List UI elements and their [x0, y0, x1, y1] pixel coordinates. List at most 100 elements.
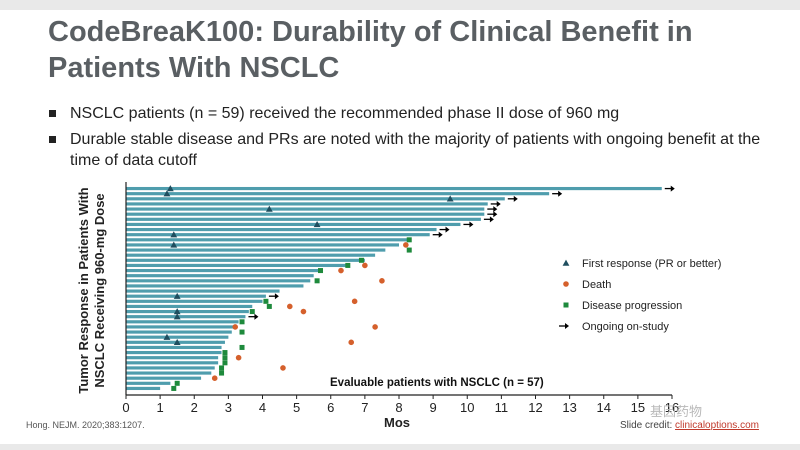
first-response-marker: [173, 313, 181, 320]
legend-progression-icon: [563, 302, 569, 308]
patient-bar: [126, 253, 376, 257]
credit-label: Slide credit:: [620, 420, 673, 431]
credit-link[interactable]: clinicaloptions.com: [675, 420, 759, 431]
progression-marker: [222, 360, 228, 366]
patient-bar: [126, 315, 246, 319]
progression-marker: [345, 262, 351, 268]
progression-marker: [358, 257, 364, 263]
ongoing-arrow: [268, 293, 279, 300]
progression-marker: [239, 319, 245, 325]
patient-bar: [126, 197, 505, 201]
ongoing-arrow: [463, 221, 474, 228]
progression-marker: [318, 268, 324, 274]
death-marker: [338, 267, 344, 274]
ongoing-arrow: [664, 185, 675, 192]
y-axis-label: NSCLC Receiving 960-mg Dose: [92, 193, 107, 387]
x-tick-label: 15: [631, 400, 645, 415]
patient-bar: [126, 192, 550, 196]
patient-bar: [126, 330, 232, 334]
x-tick-label: 12: [528, 400, 542, 415]
x-tick-label: 7: [361, 400, 368, 415]
patient-bar: [126, 207, 485, 211]
progression-marker: [171, 385, 177, 391]
patient-bar: [126, 243, 399, 247]
bottom-strip: [0, 444, 800, 450]
x-tick-label: 0: [122, 400, 129, 415]
progression-marker: [249, 309, 255, 315]
death-marker: [372, 324, 378, 330]
progression-marker: [239, 344, 245, 350]
x-tick-label: 3: [225, 400, 232, 415]
bullet-item: NSCLC patients (n = 59) received the rec…: [48, 103, 768, 124]
legend-label: Death: [582, 279, 611, 291]
progression-marker: [219, 370, 225, 376]
patient-bar: [126, 233, 430, 237]
patient-bar: [126, 345, 222, 350]
x-tick-label: 2: [191, 400, 198, 415]
progression-marker: [314, 278, 320, 284]
progression-marker: [406, 237, 412, 243]
legend-label: First response (PR or better): [582, 258, 721, 270]
death-marker: [211, 375, 218, 381]
progression-marker: [239, 329, 245, 335]
patient-bar: [126, 361, 219, 365]
patient-bar: [126, 258, 365, 262]
death-marker: [348, 339, 355, 346]
x-axis-label: Mos: [384, 415, 410, 430]
first-response-marker: [173, 292, 181, 299]
bullet-item: Durable stable disease and PRs are noted…: [48, 129, 768, 171]
death-marker: [403, 242, 409, 248]
x-tick-label: 1: [157, 400, 164, 415]
patient-bar: [126, 279, 311, 283]
x-tick-label: 14: [597, 400, 611, 415]
watermark: 基因药物: [650, 404, 703, 419]
progression-marker: [219, 365, 225, 371]
ongoing-arrow: [490, 200, 501, 207]
first-response-marker: [265, 205, 273, 212]
slide-credit: Slide credit: clinicaloptions.com: [620, 420, 759, 431]
ongoing-arrow: [487, 206, 498, 213]
ongoing-arrow: [439, 226, 450, 233]
first-response-marker: [163, 190, 171, 197]
progression-marker: [174, 380, 180, 386]
progression-marker: [222, 350, 228, 356]
patient-bar: [126, 371, 212, 375]
death-marker: [235, 354, 242, 361]
first-response-marker: [446, 195, 454, 202]
x-tick-label: 16: [665, 400, 679, 415]
top-strip: [0, 0, 800, 10]
first-response-marker: [313, 221, 321, 228]
death-marker: [362, 262, 368, 269]
patient-bar: [126, 366, 215, 370]
chart-annotation: Evaluable patients with NSCLC (n = 57): [330, 377, 544, 389]
progression-marker: [263, 298, 269, 304]
patient-bar: [126, 356, 219, 360]
legend-death-icon: [563, 281, 569, 287]
patient-bar: [126, 202, 488, 206]
x-tick-label: 5: [293, 400, 300, 415]
ongoing-arrow: [432, 231, 443, 238]
death-marker: [351, 298, 358, 305]
patient-bar: [126, 335, 229, 339]
patient-bar: [126, 284, 304, 288]
first-response-marker: [163, 333, 171, 340]
progression-marker: [222, 355, 228, 361]
x-tick-label: 8: [395, 400, 402, 415]
legend-response-icon: [562, 259, 570, 266]
patient-bar: [126, 386, 161, 391]
death-marker: [287, 303, 293, 310]
death-marker: [379, 278, 385, 284]
patient-bar: [126, 274, 314, 278]
death-marker: [300, 308, 307, 315]
patient-bar: [126, 268, 321, 273]
ongoing-arrow: [487, 211, 498, 218]
patient-bar: [126, 222, 461, 227]
y-axis-label: Tumor Response in Patients With: [76, 187, 91, 393]
patient-bar: [126, 248, 386, 252]
x-tick-label: 10: [460, 400, 474, 415]
x-tick-label: 13: [562, 400, 576, 415]
progression-marker: [266, 303, 272, 309]
patient-bar: [126, 320, 239, 324]
legend-ongoing-icon: [559, 323, 569, 329]
first-response-marker: [173, 308, 181, 315]
